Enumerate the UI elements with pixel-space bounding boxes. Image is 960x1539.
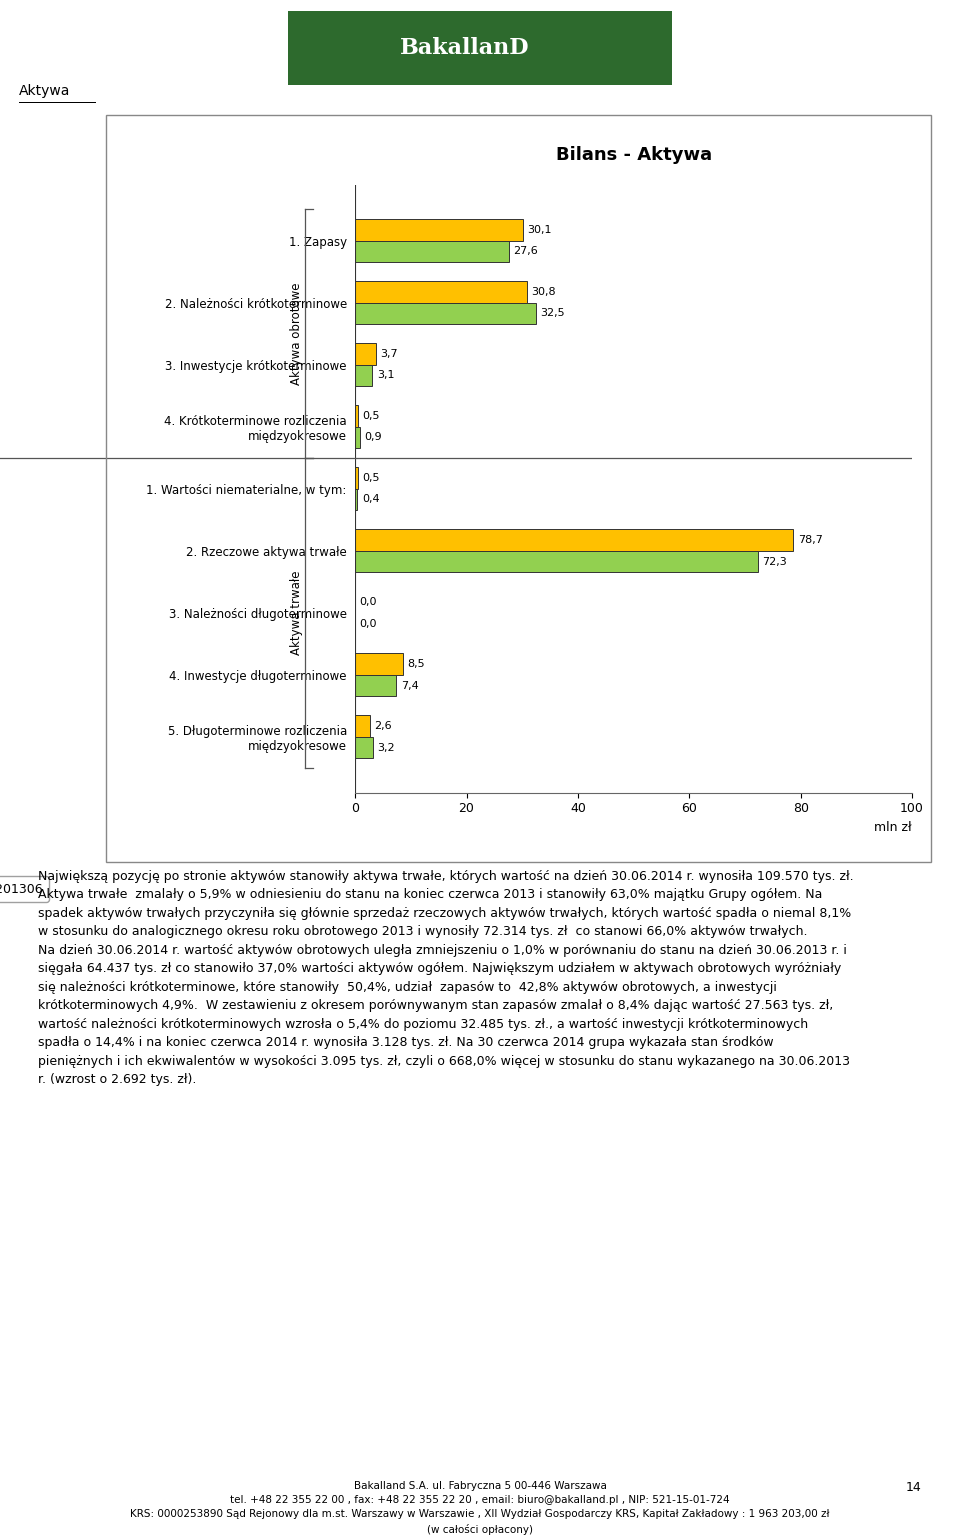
- Bar: [355, 653, 402, 674]
- Bar: [355, 674, 396, 697]
- Bar: [355, 466, 358, 489]
- Bar: [355, 240, 509, 262]
- Text: Bakalland S.A. ul. Fabryczna 5 00-446 Warszawa
tel. +48 22 355 22 00 , fax: +48 : Bakalland S.A. ul. Fabryczna 5 00-446 Wa…: [131, 1481, 829, 1536]
- X-axis label: mln zł: mln zł: [875, 820, 912, 834]
- Text: 0,0: 0,0: [360, 597, 377, 606]
- Text: BakallanD: BakallanD: [400, 37, 529, 58]
- Text: 0,5: 0,5: [363, 411, 380, 420]
- Text: 32,5: 32,5: [540, 308, 565, 319]
- Text: 30,1: 30,1: [527, 225, 552, 234]
- Text: 2,6: 2,6: [374, 720, 392, 731]
- Bar: [355, 716, 370, 737]
- Text: 7,4: 7,4: [401, 680, 419, 691]
- Bar: [355, 303, 536, 325]
- Title: Bilans - Aktywa: Bilans - Aktywa: [556, 146, 711, 163]
- FancyBboxPatch shape: [257, 5, 703, 91]
- Text: Aktywa: Aktywa: [19, 85, 71, 98]
- Text: 14: 14: [906, 1481, 922, 1493]
- Bar: [355, 551, 757, 573]
- Bar: [355, 405, 358, 426]
- Text: Największą pozycję po stronie aktywów stanowiły aktywa trwałe, których wartość n: Największą pozycję po stronie aktywów st…: [38, 870, 854, 1087]
- Bar: [355, 280, 527, 303]
- Bar: [355, 426, 360, 448]
- Legend: 201307-201406, 201207-201306: 201307-201406, 201207-201306: [0, 876, 49, 902]
- Text: ®: ®: [583, 18, 592, 29]
- Text: 0,0: 0,0: [360, 619, 377, 628]
- Bar: [355, 529, 793, 551]
- Text: 72,3: 72,3: [762, 557, 787, 566]
- Text: 8,5: 8,5: [407, 659, 424, 669]
- Bar: [355, 489, 357, 511]
- Text: 3,7: 3,7: [380, 349, 397, 359]
- Bar: [355, 737, 373, 759]
- Text: Aktywa obrotowe: Aktywa obrotowe: [290, 282, 303, 385]
- Text: 3,1: 3,1: [377, 371, 395, 380]
- Bar: [355, 219, 523, 240]
- Text: Aktywa trwałe: Aktywa trwałe: [290, 571, 303, 656]
- Text: 78,7: 78,7: [798, 536, 823, 545]
- Bar: [355, 365, 372, 386]
- Text: 30,8: 30,8: [531, 286, 556, 297]
- Text: 0,4: 0,4: [362, 494, 379, 505]
- Text: 27,6: 27,6: [514, 246, 539, 257]
- Text: 3,2: 3,2: [377, 743, 396, 753]
- Bar: [355, 343, 375, 365]
- Text: 0,5: 0,5: [363, 472, 380, 483]
- Text: 0,9: 0,9: [365, 432, 382, 442]
